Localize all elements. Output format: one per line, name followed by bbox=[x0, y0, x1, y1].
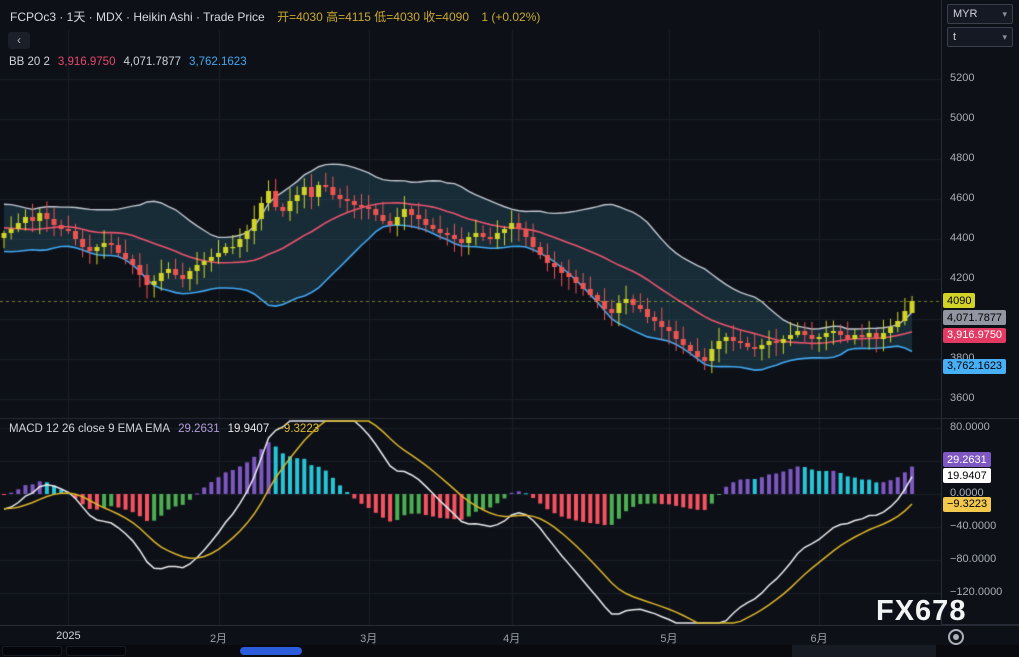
price-badge: 3,762.1623 bbox=[943, 359, 1006, 374]
price-badge: 4090 bbox=[943, 293, 975, 308]
price-tick-label: 4800 bbox=[950, 152, 974, 164]
symbol-title[interactable]: FCPOc3 · 1天 · MDX · Heikin Ashi · Trade … bbox=[10, 10, 265, 24]
chevron-down-icon: ▾ bbox=[1002, 5, 1007, 23]
bb-value: 3,916.9750 bbox=[58, 56, 116, 68]
scrollbar-thumb[interactable] bbox=[240, 647, 302, 655]
bb-value: 4,071.7877 bbox=[123, 56, 181, 68]
currency-label: MYR bbox=[953, 8, 977, 20]
time-axis[interactable]: 2025 2月 3月 4月 5月 6月 bbox=[0, 625, 1019, 645]
macd-indicator-legend: MACD 12 26 close 9 EMA EMA 29.2631 19.9407… bbox=[9, 423, 327, 435]
bottom-scrollbar bbox=[0, 645, 1019, 657]
macd-badge: −9.3223 bbox=[943, 497, 991, 512]
price-tick-label: 4400 bbox=[950, 232, 974, 244]
bb-indicator-values: 3,916.9750 4,071.7877 3,762.1623 bbox=[58, 56, 255, 68]
price-tick-label: 5200 bbox=[950, 72, 974, 84]
macd-badge: 19.9407 bbox=[943, 468, 991, 483]
price-tick-label: 4200 bbox=[950, 272, 974, 284]
time-tick-label: 2月 bbox=[210, 630, 227, 646]
change-value: 1 (+0.02%) bbox=[481, 10, 540, 24]
scrollbar-button[interactable] bbox=[2, 646, 62, 656]
scrollbar-segment bbox=[792, 645, 936, 657]
bb-indicator-title[interactable]: BB 20 2 bbox=[9, 56, 50, 68]
pane-separator bbox=[942, 418, 1019, 419]
unit-label: t bbox=[953, 31, 956, 43]
back-icon: ‹ bbox=[17, 33, 21, 47]
macd-badge: 29.2631 bbox=[943, 452, 991, 467]
trading-chart-app: FCPOc3 · 1天 · MDX · Heikin Ashi · Trade … bbox=[0, 0, 1019, 657]
bb-indicator-legend: BB 20 2 3,916.9750 4,071.7877 3,762.1623 bbox=[9, 56, 255, 68]
macd-indicator-values: 29.2631 19.9407 −9.3223 bbox=[178, 423, 327, 435]
fx678-logo-icon bbox=[948, 629, 964, 645]
chart-legend-header: FCPOc3 · 1天 · MDX · Heikin Ashi · Trade … bbox=[10, 8, 540, 25]
watermark: FX678 bbox=[876, 595, 966, 628]
macd-value: −9.3223 bbox=[277, 423, 319, 435]
unit-dropdown[interactable]: t ▾ bbox=[947, 27, 1013, 47]
time-tick-label: 4月 bbox=[503, 630, 520, 646]
time-tick-label: 6月 bbox=[811, 630, 828, 646]
macd-tick-label: 80.0000 bbox=[950, 421, 990, 433]
macd-indicator-title[interactable]: MACD 12 26 close 9 EMA EMA bbox=[9, 423, 170, 435]
price-tick-label: 4600 bbox=[950, 192, 974, 204]
ohlc-values: 开=4030 高=4115 低=4030 收=4090 bbox=[277, 10, 469, 24]
price-chart-canvas[interactable] bbox=[0, 0, 941, 645]
price-tick-label: 3600 bbox=[950, 392, 974, 404]
time-tick-label: 5月 bbox=[660, 630, 677, 646]
macd-tick-label: −40.0000 bbox=[950, 520, 996, 532]
macd-value: 19.9407 bbox=[228, 423, 270, 435]
back-button[interactable]: ‹ bbox=[8, 32, 30, 49]
macd-tick-label: −80.0000 bbox=[950, 553, 996, 565]
chart-region: FCPOc3 · 1天 · MDX · Heikin Ashi · Trade … bbox=[0, 0, 941, 645]
price-tick-label: 5000 bbox=[950, 112, 974, 124]
time-tick-label: 3月 bbox=[360, 630, 377, 646]
bb-value: 3,762.1623 bbox=[189, 56, 247, 68]
currency-dropdown[interactable]: MYR ▾ bbox=[947, 4, 1013, 24]
price-badge: 3,916.9750 bbox=[943, 328, 1006, 343]
macd-value: 29.2631 bbox=[178, 423, 220, 435]
time-tick-label: 2025 bbox=[56, 630, 80, 642]
chevron-down-icon: ▾ bbox=[1002, 28, 1007, 46]
price-axis[interactable]: MYR ▾ t ▾ 520050004800460044004200400038… bbox=[941, 0, 1019, 645]
scrollbar-button[interactable] bbox=[66, 646, 126, 656]
price-badge: 4,071.7877 bbox=[943, 310, 1006, 325]
